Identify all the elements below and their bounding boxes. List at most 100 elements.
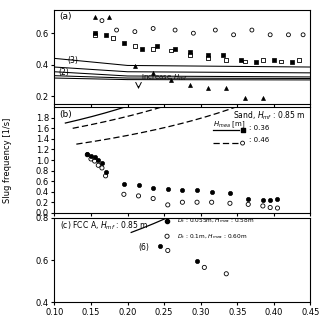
Point [224, 271, 229, 276]
Point [121, 40, 126, 45]
Point [88, 156, 93, 162]
Point [260, 197, 265, 202]
Point [92, 158, 97, 164]
Point [180, 187, 185, 192]
Point [92, 31, 97, 36]
Point [297, 57, 302, 62]
Point [132, 64, 137, 69]
Point [187, 50, 192, 55]
Point [246, 202, 251, 207]
Point [96, 157, 101, 163]
Point [231, 32, 236, 37]
Text: : 0.36: : 0.36 [249, 125, 269, 131]
Point [103, 169, 108, 174]
Text: (b): (b) [60, 110, 72, 119]
Point [300, 32, 306, 37]
Text: : 0.46: : 0.46 [249, 138, 269, 143]
Point [213, 28, 218, 33]
Point [187, 83, 192, 88]
Text: Slug frequency [1/s]: Slug frequency [1/s] [4, 117, 12, 203]
Point [242, 59, 247, 64]
Point [100, 18, 105, 23]
Point [96, 163, 101, 168]
Point [191, 31, 196, 36]
Point [121, 181, 126, 186]
Point [100, 165, 105, 171]
Point [103, 32, 108, 37]
Point [224, 57, 229, 62]
Point [242, 95, 247, 100]
Point [172, 46, 178, 52]
Point [205, 53, 211, 58]
Point [136, 193, 141, 198]
Point [224, 86, 229, 91]
Point [88, 153, 93, 158]
Point [151, 46, 156, 52]
Point [260, 95, 265, 100]
Point [180, 200, 185, 205]
Point [279, 59, 284, 64]
Point [268, 197, 273, 202]
Point [172, 28, 178, 33]
Point [121, 192, 126, 197]
Point [92, 32, 97, 37]
Point [253, 59, 258, 64]
Point [103, 173, 108, 179]
Point [290, 59, 295, 64]
Point [140, 46, 145, 52]
Point [132, 29, 137, 34]
Point [286, 32, 291, 37]
Text: $D_t$ : 0.1m, $H_{mea}$ : 0.60m: $D_t$ : 0.1m, $H_{mea}$ : 0.60m [177, 232, 248, 241]
Point [151, 185, 156, 190]
Text: (c) FCC A, $H_{mf}$ : 0.85 m: (c) FCC A, $H_{mf}$ : 0.85 m [60, 219, 148, 232]
Point [195, 259, 200, 264]
Point [260, 204, 265, 209]
Point [110, 36, 116, 41]
Text: (a): (a) [60, 12, 72, 21]
Point [209, 189, 214, 194]
Point [169, 78, 174, 83]
Point [260, 57, 265, 62]
Point [205, 86, 211, 91]
Text: (2): (2) [58, 68, 69, 77]
Point [100, 160, 105, 165]
Point [114, 28, 119, 33]
Point [158, 244, 163, 249]
Point [151, 26, 156, 31]
Text: Increase $H_{mf}$: Increase $H_{mf}$ [141, 73, 187, 83]
Point [209, 200, 214, 205]
Point [275, 205, 280, 211]
Point [268, 32, 273, 37]
Point [271, 57, 276, 62]
Text: (3): (3) [68, 56, 78, 65]
Point [92, 15, 97, 20]
Point [275, 196, 280, 202]
Point [151, 70, 156, 75]
Point [85, 151, 90, 156]
Point [154, 43, 159, 48]
Point [136, 182, 141, 188]
Text: (6): (6) [139, 244, 149, 252]
Point [107, 15, 112, 20]
Point [165, 202, 170, 207]
Point [165, 248, 170, 253]
Point [220, 53, 225, 58]
Point [238, 57, 244, 62]
Point [92, 155, 97, 160]
Text: Sand, $H_{mf}$ : 0.85 m: Sand, $H_{mf}$ : 0.85 m [233, 109, 305, 122]
Point [300, 219, 306, 224]
Point [169, 48, 174, 53]
Point [187, 53, 192, 58]
Point [195, 188, 200, 193]
Point [228, 201, 233, 206]
Point [151, 196, 156, 201]
Point [132, 43, 137, 48]
Point [85, 152, 90, 157]
Point [195, 200, 200, 205]
Point [300, 181, 306, 186]
Point [268, 205, 273, 210]
Point [202, 265, 207, 270]
Text: $D_t$ : 0.055m, $H_{mea}$ : 0.58m: $D_t$ : 0.055m, $H_{mea}$ : 0.58m [177, 217, 255, 225]
Point [165, 187, 170, 192]
Text: $H_{mea}$ [m]: $H_{mea}$ [m] [213, 120, 245, 130]
